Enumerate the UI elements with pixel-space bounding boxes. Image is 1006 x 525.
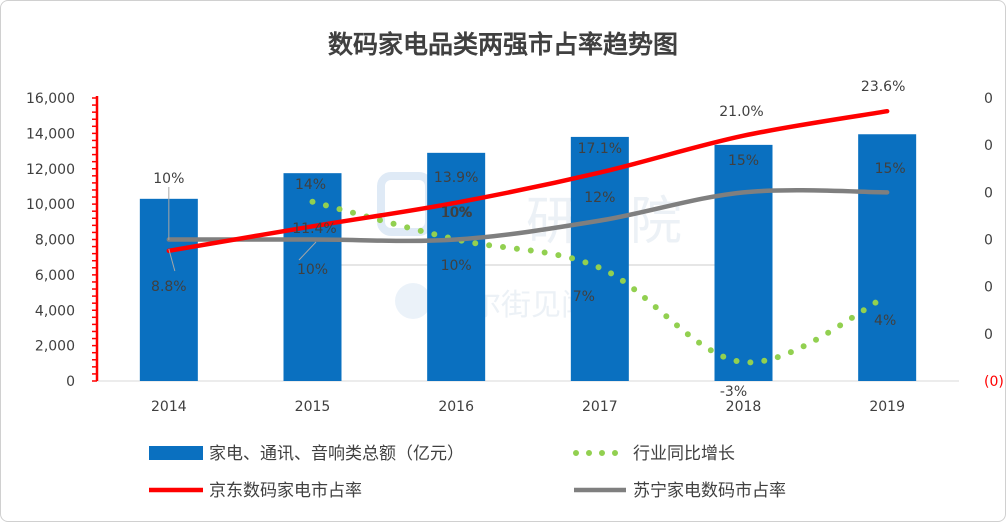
bar-series	[139, 134, 917, 381]
y-right-tick-label: 0	[984, 138, 993, 154]
x-tick-label: 2019	[869, 399, 905, 415]
growth-line	[309, 198, 891, 366]
suning-data-label: 10%	[297, 262, 328, 278]
legend-label-growth: 行业同比增长	[633, 444, 735, 464]
jd-data-label: 23.6%	[861, 79, 905, 95]
bar	[714, 144, 773, 381]
axes: 0 2,000 4,000 6,000 8,000 10,000 12,000 14,000 1…	[26, 91, 1004, 415]
y-left-tick-label: 10,000	[26, 197, 75, 213]
jd-data-label: 21.0%	[719, 104, 763, 120]
y-left-tick-label: 4,000	[35, 303, 75, 319]
bar	[427, 152, 486, 381]
x-tick-label: 2018	[726, 399, 762, 415]
growth-data-label: 4%	[874, 313, 896, 329]
legend-label-bar: 家电、通讯、音响类总额（亿元）	[209, 444, 464, 464]
growth-data-label: 10%	[441, 205, 472, 221]
jd-data-label: 13.9%	[434, 170, 478, 186]
x-tick-label: 2014	[151, 399, 187, 415]
y-right-tick-label: 0	[984, 280, 993, 296]
y-left-tick-label: 16,000	[26, 91, 75, 107]
suning-data-label: 10%	[153, 171, 184, 187]
y-right-tick-label: (0)	[984, 374, 1004, 390]
suning-data-label: 15%	[875, 161, 906, 177]
jd-line	[166, 108, 890, 254]
y-right-tick-label: 0	[984, 91, 993, 107]
legend-swatch-bar	[149, 446, 203, 460]
jd-data-label: 11.4%	[292, 221, 336, 237]
chart-title: 数码家电品类两强市占率趋势图	[328, 30, 678, 59]
suning-data-label: 10%	[441, 258, 472, 274]
growth-data-label: 14%	[295, 177, 326, 193]
y-right-tick-label: 0	[984, 185, 993, 201]
leader-line	[298, 241, 317, 261]
bar	[283, 173, 342, 381]
line-series	[166, 108, 891, 366]
bar	[858, 134, 917, 381]
y-left-tick-label: 12,000	[26, 162, 75, 178]
leader-line	[168, 248, 176, 272]
growth-data-label: -3%	[720, 384, 747, 400]
y-left-tick-label: 14,000	[26, 126, 75, 142]
jd-data-label: 8.8%	[151, 279, 187, 295]
suning-data-label: 12%	[584, 190, 615, 206]
x-tick-label: 2016	[438, 399, 474, 415]
suning-line	[166, 187, 890, 244]
jd-data-label: 17.1%	[578, 141, 622, 157]
y-left-tick-label: 6,000	[35, 268, 75, 284]
y-right-tick-label: 0	[984, 233, 993, 249]
x-tick-label: 2015	[295, 399, 331, 415]
x-tick-label: 2017	[582, 399, 618, 415]
y-right-tick-label: 0	[984, 327, 993, 343]
suning-extra-label: 10%	[442, 205, 473, 221]
growth-data-label: 7%	[573, 289, 595, 305]
y-left-tick-label: 2,000	[35, 339, 75, 355]
y-left-tick-label: 8,000	[35, 233, 75, 249]
y-left-tick-label: 0	[66, 374, 75, 390]
suning-data-label: 15%	[728, 153, 759, 169]
legend-label-suning: 苏宁家电数码市占率	[633, 481, 786, 501]
data-labels: 8.8% 11.4% 13.9% 17.1% 21.0% 23.6% 10% 10% 10% 12…	[151, 79, 906, 400]
legend-label-jd: 京东数码家电市占率	[209, 481, 362, 501]
